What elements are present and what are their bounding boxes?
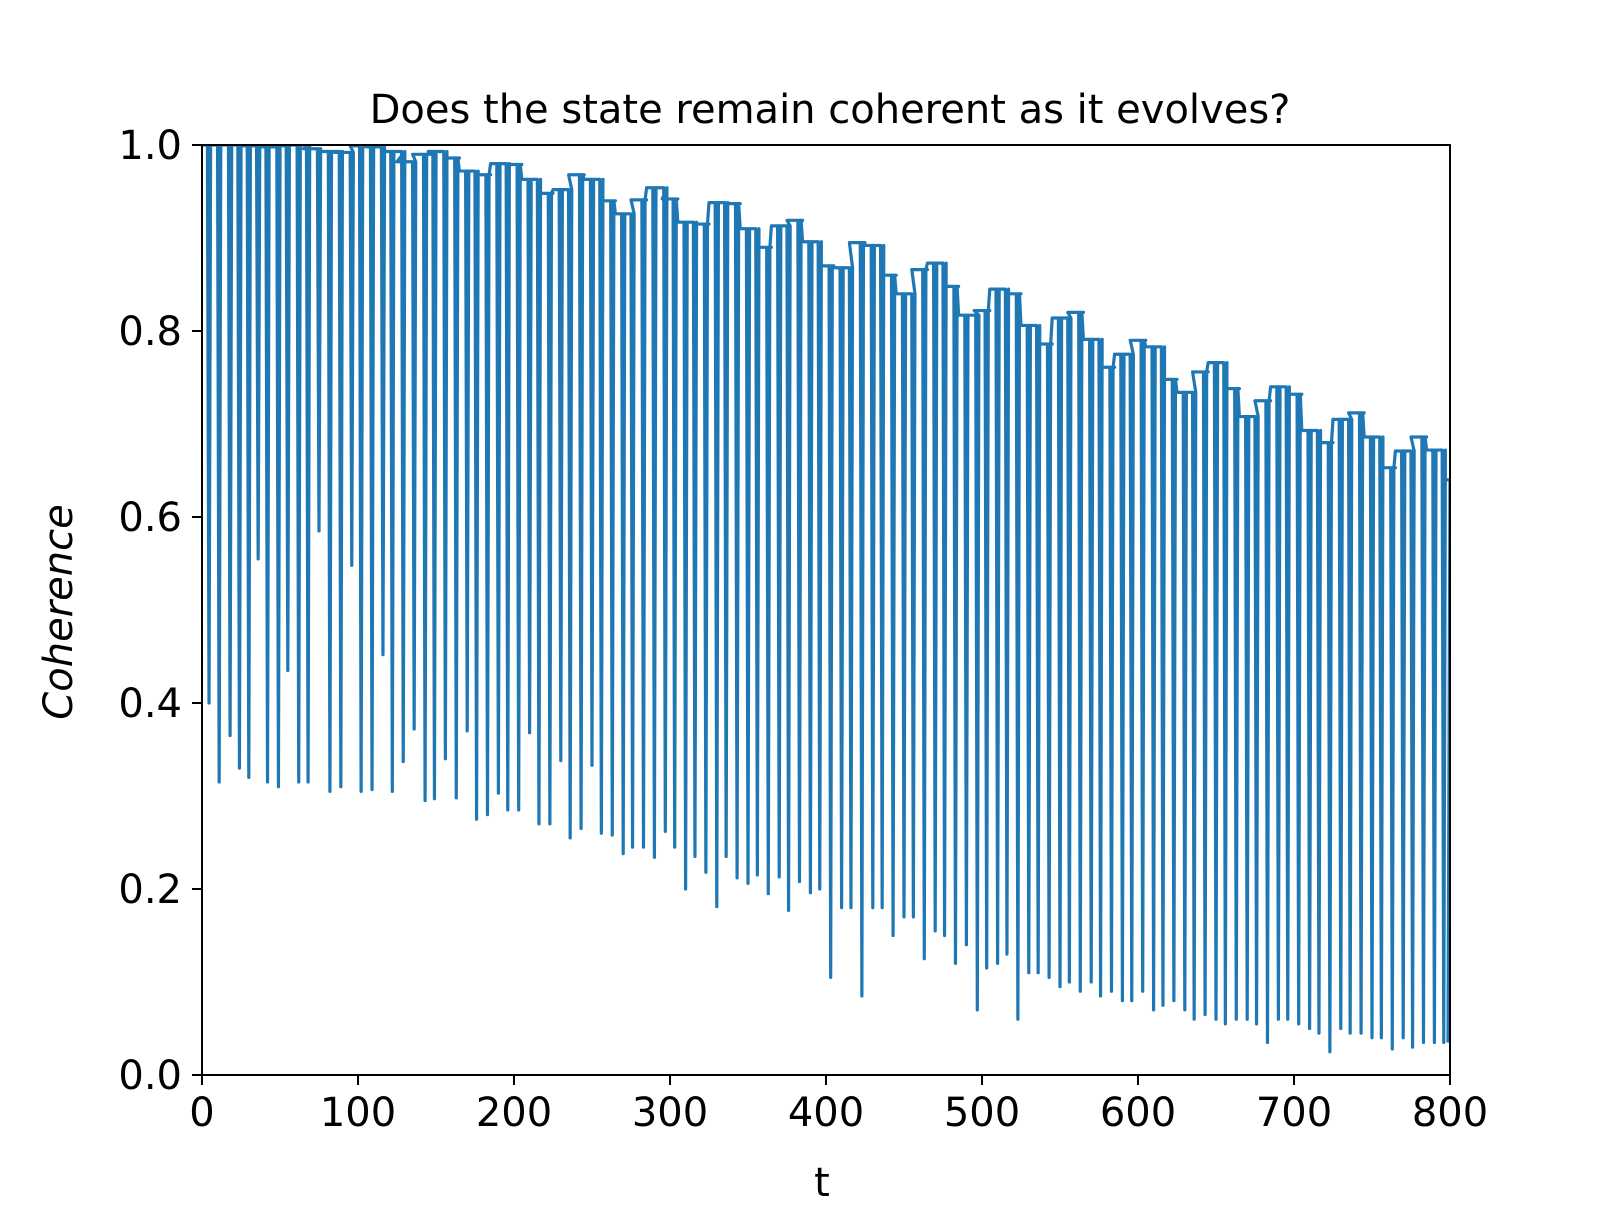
y-tick-label: 0.8: [118, 309, 182, 355]
y-axis-label: Coherence: [36, 504, 82, 719]
x-tick-label: 700: [1256, 1090, 1332, 1136]
plot-area: [201, 144, 1451, 1076]
x-axis-label: t: [814, 1160, 830, 1200]
y-tick-label: 0.4: [118, 681, 182, 727]
y-tick-label: 0.0: [118, 1053, 182, 1099]
y-axis: 0.0 0.2 0.4 0.6 0.8 1.0: [118, 123, 202, 1099]
coherence-series-line: [202, 145, 1450, 1054]
x-tick-label: 400: [788, 1090, 864, 1136]
chart-title: Does the state remain coherent as it evo…: [370, 87, 1291, 133]
x-tick-label: 800: [1412, 1090, 1488, 1136]
x-tick-label: 500: [944, 1090, 1020, 1136]
x-tick-label: 200: [476, 1090, 552, 1136]
x-tick-label: 300: [632, 1090, 708, 1136]
x-tick-label: 100: [320, 1090, 396, 1136]
y-tick-label: 0.2: [118, 867, 182, 913]
x-tick-label: 0: [189, 1090, 214, 1136]
y-tick-label: 0.6: [118, 495, 182, 541]
axes-frame: [201, 144, 1451, 1076]
x-tick-label: 600: [1100, 1090, 1176, 1136]
x-axis: 0 100 200 300 400 500 600 700 800: [189, 1075, 1488, 1136]
y-tick-label: 1.0: [118, 123, 182, 169]
